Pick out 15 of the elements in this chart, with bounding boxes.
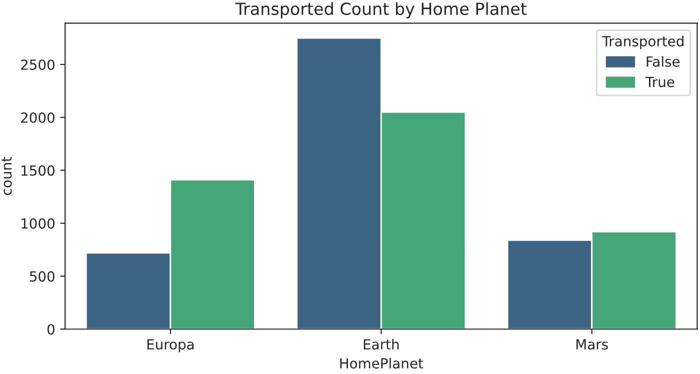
- y-tick-label: 1500: [22, 165, 54, 176]
- x-tick-label: Europa: [147, 339, 194, 352]
- x-axis-title: HomePlanet: [340, 358, 424, 369]
- y-tick-label: 2000: [21, 112, 54, 123]
- legend-label: True: [645, 76, 674, 88]
- y-axis-title: count: [2, 156, 12, 195]
- y-tick-label: 2500: [21, 59, 54, 70]
- y-tick-label: 0: [47, 324, 54, 335]
- y-tick-label: 1000: [22, 218, 54, 229]
- x-tick-label: Mars: [576, 339, 608, 350]
- legend-label: False: [646, 56, 680, 67]
- legend-title: Transported: [602, 36, 684, 50]
- y-tick-label: 500: [30, 271, 54, 282]
- x-tick-label: Earth: [364, 338, 399, 350]
- chart-title: Transported Count by Home Planet: [235, 2, 527, 18]
